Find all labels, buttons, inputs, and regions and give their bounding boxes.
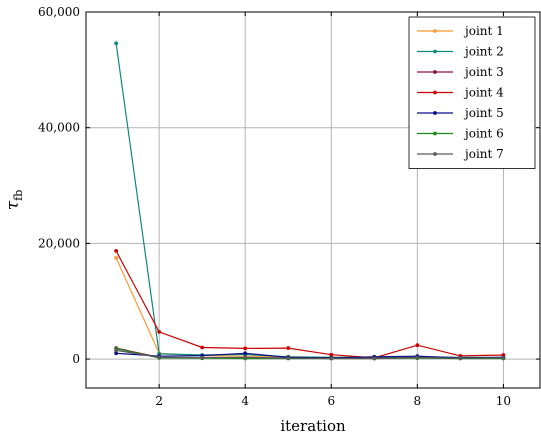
legend-item: joint 1 xyxy=(417,24,504,38)
data-point xyxy=(501,356,506,360)
legend-marker xyxy=(433,90,437,95)
series-layer xyxy=(114,41,506,361)
series-joint-7 xyxy=(114,348,506,361)
data-point xyxy=(200,345,205,350)
data-point xyxy=(114,41,119,46)
y-axis-label-sub: fb xyxy=(12,190,25,201)
data-point xyxy=(243,351,248,356)
y-tick-label: 40,000 xyxy=(38,121,80,135)
y-tick-label: 20,000 xyxy=(38,236,80,250)
legend-label: joint 5 xyxy=(463,106,504,120)
legend-marker xyxy=(433,131,437,136)
legend: joint 1 joint 2 joint 3 joint 4 joint 5 joint… xyxy=(408,16,536,169)
data-point xyxy=(286,356,291,361)
y-axis-label: τfb xyxy=(3,190,25,211)
legend-marker xyxy=(433,49,437,54)
legend-label: joint 1 xyxy=(463,24,504,38)
x-axis-label: iteration xyxy=(280,417,346,435)
legend-marker xyxy=(433,70,437,74)
legend-label: joint 6 xyxy=(463,127,504,141)
y-tick-label: 60,000 xyxy=(38,5,80,19)
data-point xyxy=(114,255,119,260)
legend-label: joint 3 xyxy=(463,65,504,79)
x-tick-label: 6 xyxy=(327,394,335,408)
legend-label: joint 2 xyxy=(463,45,504,59)
series-line xyxy=(116,349,504,360)
legend-item: joint 5 xyxy=(417,106,504,120)
x-tick-label: 10 xyxy=(496,394,511,408)
legend-label: joint 4 xyxy=(463,86,504,100)
series-joint-1 xyxy=(114,255,506,360)
data-point xyxy=(114,348,119,353)
data-point xyxy=(200,355,205,360)
data-point xyxy=(415,343,420,348)
data-point xyxy=(329,356,334,361)
data-point xyxy=(329,352,334,357)
legend-marker xyxy=(433,29,437,33)
series-line xyxy=(116,352,504,359)
data-point xyxy=(157,329,162,334)
x-tick-label: 2 xyxy=(155,394,163,408)
legend-item: joint 3 xyxy=(417,65,504,79)
legend-item: joint 7 xyxy=(417,147,504,161)
legend-item: joint 6 xyxy=(417,127,504,141)
data-point xyxy=(458,356,463,361)
data-point xyxy=(243,355,248,360)
y-tick-label: 0 xyxy=(72,352,80,366)
legend-item: joint 2 xyxy=(417,45,504,59)
series-joint-4 xyxy=(114,249,506,360)
x-tick-label: 8 xyxy=(414,394,422,408)
legend-item: joint 4 xyxy=(417,86,504,100)
data-point xyxy=(114,351,119,356)
data-point xyxy=(372,356,377,361)
data-point xyxy=(114,249,119,253)
series-line xyxy=(115,257,504,359)
data-point xyxy=(243,346,248,351)
data-point xyxy=(286,346,291,350)
legend-label: joint 7 xyxy=(463,147,504,161)
legend-marker xyxy=(433,152,437,156)
legend-marker xyxy=(433,111,437,115)
x-tick-label: 4 xyxy=(241,394,249,408)
data-point xyxy=(157,355,162,360)
axes: 2 4 6 8 10 0 20,000 40,000 60,000 xyxy=(38,5,540,408)
data-point xyxy=(415,355,420,360)
y-axis-label-main: τ xyxy=(3,200,23,210)
plot-frame xyxy=(85,11,541,389)
series-line xyxy=(115,250,504,359)
